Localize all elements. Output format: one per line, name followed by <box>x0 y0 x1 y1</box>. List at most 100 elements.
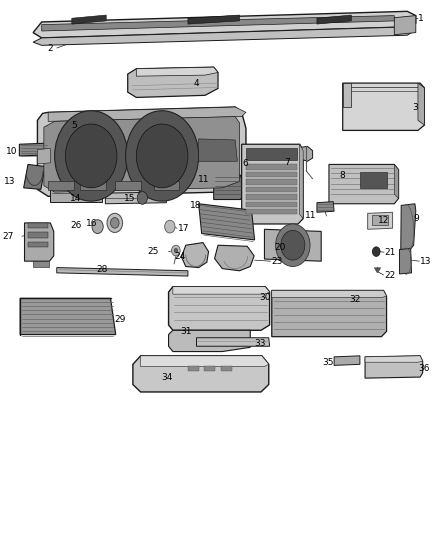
Polygon shape <box>173 287 270 294</box>
Polygon shape <box>25 223 54 261</box>
Polygon shape <box>106 192 166 204</box>
Text: 10: 10 <box>6 147 18 156</box>
Polygon shape <box>367 212 392 229</box>
Polygon shape <box>128 67 218 98</box>
Circle shape <box>172 245 180 256</box>
Bar <box>372 215 388 225</box>
Polygon shape <box>141 356 269 367</box>
Text: 15: 15 <box>124 195 136 204</box>
Polygon shape <box>33 27 416 45</box>
Circle shape <box>126 111 199 201</box>
Circle shape <box>174 248 177 253</box>
Text: 23: 23 <box>271 257 283 265</box>
Bar <box>246 179 297 184</box>
Circle shape <box>137 191 148 204</box>
Text: 36: 36 <box>418 364 430 373</box>
Text: 14: 14 <box>70 195 81 204</box>
Text: 2: 2 <box>47 44 53 53</box>
Polygon shape <box>20 298 116 335</box>
Text: 27: 27 <box>2 232 13 241</box>
Polygon shape <box>242 144 303 224</box>
Polygon shape <box>197 338 270 346</box>
Bar <box>28 242 48 247</box>
Text: 20: 20 <box>275 243 286 252</box>
Text: 35: 35 <box>323 358 334 367</box>
Polygon shape <box>24 165 45 189</box>
Text: 6: 6 <box>242 159 248 168</box>
Polygon shape <box>72 15 106 24</box>
Polygon shape <box>48 107 246 122</box>
Bar <box>246 209 297 214</box>
Bar <box>360 172 387 188</box>
Polygon shape <box>300 144 303 219</box>
Polygon shape <box>334 356 360 366</box>
Bar <box>188 367 199 370</box>
Polygon shape <box>188 15 240 24</box>
Polygon shape <box>33 261 49 266</box>
Polygon shape <box>399 248 412 274</box>
Circle shape <box>92 220 103 233</box>
Text: 26: 26 <box>70 221 81 230</box>
Text: 11: 11 <box>305 212 317 221</box>
Text: 16: 16 <box>86 220 98 229</box>
Text: 18: 18 <box>190 201 201 211</box>
Text: 13: 13 <box>4 177 15 186</box>
Polygon shape <box>418 83 424 125</box>
Polygon shape <box>133 356 269 392</box>
Polygon shape <box>300 147 313 161</box>
Polygon shape <box>401 204 416 251</box>
Polygon shape <box>365 356 423 378</box>
Polygon shape <box>265 229 321 261</box>
Polygon shape <box>394 15 416 35</box>
Text: 30: 30 <box>259 293 271 302</box>
Circle shape <box>165 220 175 233</box>
Polygon shape <box>42 15 394 31</box>
Bar <box>48 181 74 190</box>
Circle shape <box>110 217 119 228</box>
Circle shape <box>107 213 123 232</box>
Text: 29: 29 <box>115 314 126 324</box>
Circle shape <box>136 124 188 188</box>
Polygon shape <box>50 189 102 201</box>
Bar <box>28 223 48 228</box>
Text: 32: 32 <box>349 295 360 304</box>
Polygon shape <box>214 175 243 199</box>
Bar <box>246 172 297 177</box>
Polygon shape <box>33 11 416 38</box>
Text: 31: 31 <box>181 327 192 336</box>
Bar <box>246 149 297 160</box>
Polygon shape <box>329 165 399 204</box>
Polygon shape <box>317 15 351 24</box>
Polygon shape <box>37 107 246 196</box>
Bar <box>246 194 297 199</box>
Polygon shape <box>272 290 387 337</box>
Text: 4: 4 <box>193 79 199 88</box>
Polygon shape <box>181 243 208 268</box>
Polygon shape <box>394 165 399 198</box>
Polygon shape <box>272 290 387 297</box>
Bar <box>221 367 232 370</box>
Polygon shape <box>57 268 188 276</box>
Text: 33: 33 <box>254 339 265 348</box>
Text: 8: 8 <box>339 171 345 180</box>
Text: 7: 7 <box>285 158 290 167</box>
Text: 1: 1 <box>418 14 424 23</box>
Bar <box>246 187 297 192</box>
Text: 12: 12 <box>378 216 389 225</box>
Circle shape <box>65 124 117 188</box>
Bar <box>246 165 297 169</box>
Text: 22: 22 <box>385 271 396 279</box>
Circle shape <box>372 247 380 256</box>
Polygon shape <box>37 149 50 164</box>
Circle shape <box>281 230 305 260</box>
Polygon shape <box>136 67 218 76</box>
Bar <box>28 232 48 238</box>
Text: 11: 11 <box>198 175 209 184</box>
Text: 25: 25 <box>147 247 159 256</box>
Polygon shape <box>44 117 240 192</box>
Polygon shape <box>365 356 423 362</box>
Polygon shape <box>343 83 351 107</box>
Text: 34: 34 <box>161 373 173 382</box>
Bar <box>204 367 215 370</box>
Text: 13: 13 <box>420 257 431 265</box>
